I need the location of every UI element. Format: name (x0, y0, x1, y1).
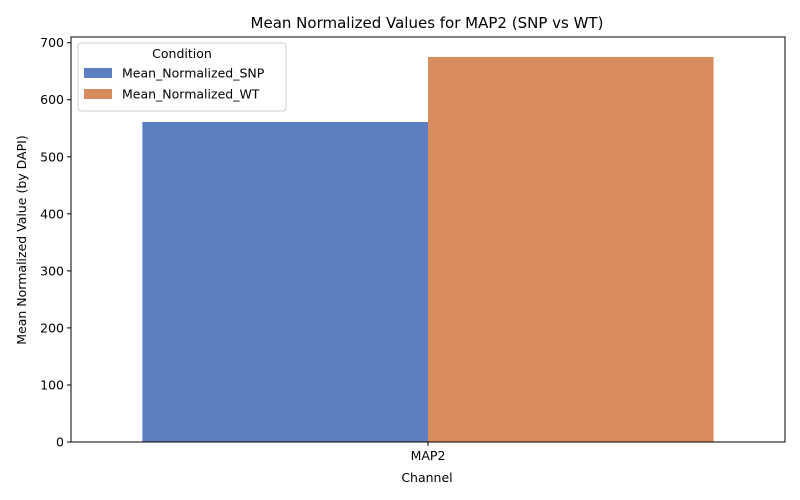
legend-entries: Mean_Normalized_SNP Mean_Normalized_WT (84, 66, 265, 102)
legend-swatch (84, 89, 112, 99)
y-tick-label: 100 (40, 377, 64, 392)
x-tick-label: MAP2 (411, 448, 446, 463)
bar-mean-normalized-snp-map2 (142, 121, 428, 443)
y-tick-label: 700 (40, 35, 64, 50)
plot-area: 0 100 200 300 400 500 600 700 MAP2 (40, 35, 786, 463)
x-axis-label: Channel (401, 470, 452, 485)
y-axis-label: Mean Normalized Value (by DAPI) (14, 135, 29, 344)
y-tick-label: 500 (40, 149, 64, 164)
y-tick-label: 200 (40, 320, 64, 335)
y-tick-label: 600 (40, 92, 64, 107)
chart-title: Mean Normalized Values for MAP2 (SNP vs … (251, 14, 604, 32)
plot-frame (70, 36, 786, 443)
legend-label: Mean_Normalized_WT (122, 87, 260, 102)
x-axis-ticks: MAP2 (411, 442, 446, 463)
y-tick-label: 0 (56, 435, 64, 450)
legend-title: Condition (152, 46, 212, 61)
legend-frame (77, 42, 287, 112)
bar-mean-normalized-wt-map2 (428, 56, 714, 443)
legend-swatch (84, 68, 112, 78)
y-tick-label: 300 (40, 263, 64, 278)
y-tick-label: 400 (40, 206, 64, 221)
legend: Condition Mean_Normalized_SNPMean_Normal… (77, 42, 287, 112)
y-axis-ticks: 0 100 200 300 400 500 600 700 (40, 35, 71, 450)
bars-group (142, 56, 714, 443)
legend-label: Mean_Normalized_SNP (122, 66, 265, 81)
